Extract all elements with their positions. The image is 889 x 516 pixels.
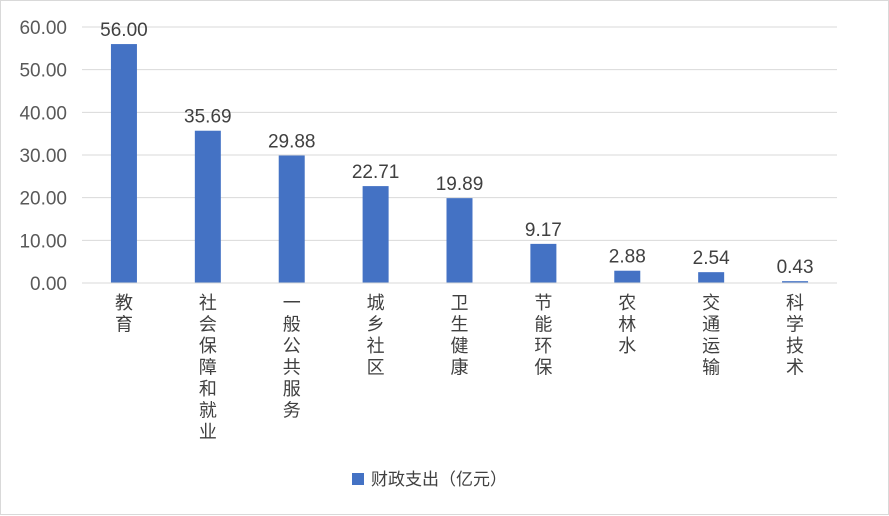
bars [110,44,809,283]
y-axis-tick-labels: 0.00 10.00 20.00 30.00 40.00 50.00 60.00 [19,18,67,295]
y-tick-label: 0.00 [30,274,67,295]
category-label: 社会保障和就业 [199,293,217,443]
data-labels: 56.00 35.69 29.88 22.71 19.89 9.17 2.88 2.54 0.4… [100,20,813,278]
data-label: 2.88 [609,247,646,268]
y-tick-label: 50.00 [19,61,67,82]
bar [698,272,725,283]
legend-swatch [352,473,364,485]
data-label: 29.88 [268,132,316,153]
category-labels: 教育 社会保障和就业 一般公共服务 城乡社区 卫生健康 节能环保 农林水 交通运输 科学技术 [115,293,804,443]
category-label: 教育 [115,293,133,336]
data-label: 9.17 [525,220,562,241]
bar [194,130,221,283]
y-tick-label: 10.00 [19,231,67,252]
bar [614,270,641,283]
bar [110,44,137,283]
legend-label: 财政支出（亿元） [371,470,507,490]
bar [782,281,809,283]
data-label: 22.71 [352,162,400,183]
data-label: 0.43 [777,257,814,278]
y-tick-label: 30.00 [19,146,67,167]
data-label: 35.69 [184,107,232,128]
y-tick-label: 20.00 [19,189,67,210]
category-label: 一般公共服务 [283,293,301,422]
data-label: 19.89 [436,174,484,195]
category-label: 城乡社区 [367,293,385,379]
bar [362,186,389,283]
bar [530,243,557,283]
category-label: 卫生健康 [451,293,469,379]
bar [278,155,305,283]
y-tick-label: 60.00 [19,18,67,39]
legend: 财政支出（亿元） [352,470,507,490]
y-tick-label: 40.00 [19,103,67,124]
bar [446,198,473,283]
category-label: 节能环保 [534,293,552,379]
data-label: 56.00 [100,20,148,41]
data-label: 2.54 [693,248,730,269]
category-label: 交通运输 [702,293,720,379]
category-label: 农林水 [618,293,636,357]
category-label: 科学技术 [786,293,804,379]
